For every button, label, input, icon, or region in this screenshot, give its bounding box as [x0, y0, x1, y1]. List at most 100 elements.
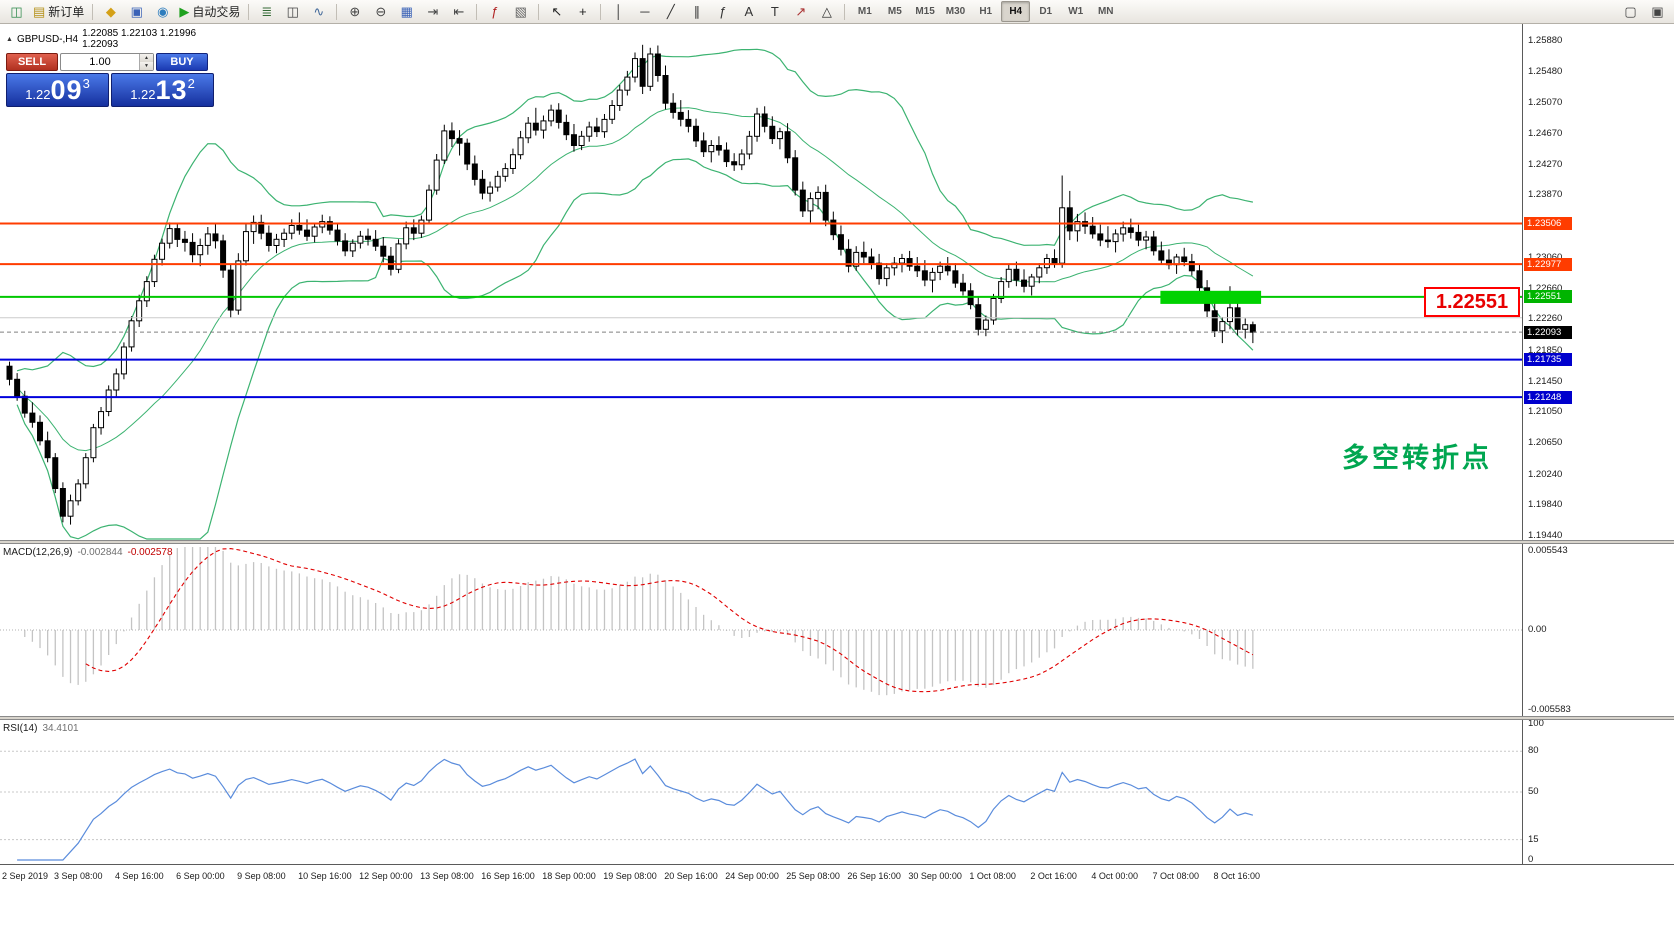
order-controls-row: SELL ▲ ▼ BUY: [6, 53, 216, 71]
price-tick-label: 1.25880: [1528, 34, 1563, 46]
trendline-button[interactable]: ╱: [658, 1, 683, 22]
timeframe-d1-button[interactable]: D1: [1039, 6, 1053, 17]
toolbar-separator: [538, 3, 540, 20]
hlines-layer[interactable]: [0, 222, 1522, 399]
buy-button[interactable]: BUY: [156, 53, 208, 71]
main-chart-panel[interactable]: [0, 24, 1522, 540]
toolbar-separator: [248, 3, 250, 20]
rsi-axis-label: 15: [1528, 833, 1539, 845]
macd-axis-label: -0.005583: [1528, 704, 1571, 715]
new-chart-button[interactable]: ◫: [4, 1, 29, 22]
bar-chart-button[interactable]: ≣: [254, 1, 279, 22]
autotrading-button[interactable]: ▶ 自动交易: [176, 1, 243, 22]
auto-scroll-button[interactable]: ⇥: [420, 1, 445, 22]
macd-main-value: -0.002844: [77, 547, 123, 558]
volume-input[interactable]: [61, 55, 139, 69]
price-chart[interactable]: [0, 24, 1522, 540]
time-axis-label: 19 Sep 08:00: [603, 871, 657, 881]
macd-label: MACD(12,26,9) -0.002844 -0.002578: [3, 547, 173, 558]
timeframe-h1-button[interactable]: H1: [979, 6, 993, 17]
ask-price-button[interactable]: 1.22 13 2: [111, 73, 214, 107]
price-tick-label: 1.20650: [1528, 437, 1563, 449]
window-restore-button[interactable]: ▢: [1624, 3, 1637, 19]
rsi-name: RSI(14): [3, 723, 38, 734]
time-axis-label: 13 Sep 08:00: [420, 871, 474, 881]
vertical-line-button[interactable]: │: [606, 1, 631, 22]
volume-down-icon[interactable]: ▼: [140, 62, 153, 70]
bid-price-button[interactable]: 1.22 09 3: [6, 73, 109, 107]
price-axis[interactable]: 1.25880 1.25480 1.25070 1.24670 1.24270 1.238…: [1522, 24, 1674, 865]
macd-panel[interactable]: [0, 544, 1522, 716]
rsi-panel[interactable]: [0, 720, 1522, 864]
text-icon: A: [744, 4, 754, 19]
text-button[interactable]: A: [736, 1, 761, 22]
tile-windows-button[interactable]: ▦: [394, 1, 419, 22]
time-axis-label: 16 Sep 16:00: [481, 871, 535, 881]
candle-chart-icon: ◫: [286, 3, 299, 19]
templates-icon: ▧: [514, 3, 527, 19]
new-order-icon: ▤: [33, 3, 46, 19]
horizontal-line-button[interactable]: ─: [632, 1, 657, 22]
candlestick-chart-icon: ◫: [10, 3, 23, 19]
sell-button[interactable]: SELL: [6, 53, 58, 71]
channel-icon: ∥: [693, 3, 701, 19]
arrows-button[interactable]: ↗: [788, 1, 813, 22]
crosshair-button[interactable]: +: [570, 1, 595, 22]
panel-separator[interactable]: [0, 540, 1674, 544]
panel-separator[interactable]: [0, 716, 1674, 720]
toolbar-separator: [844, 3, 846, 20]
window-list-button[interactable]: ▣: [1651, 3, 1664, 19]
timeframe-w1-button[interactable]: W1: [1068, 6, 1084, 17]
collapse-quote-arrow-icon[interactable]: ▲: [6, 35, 13, 43]
cursor-button[interactable]: ↖: [544, 1, 569, 22]
channel-button[interactable]: ∥: [684, 1, 709, 22]
fibonacci-button[interactable]: ƒ: [710, 1, 735, 22]
market-watch-button[interactable]: ◆: [98, 1, 123, 22]
timeframe-m15-button[interactable]: M15: [915, 6, 935, 17]
timeframe-h4-button[interactable]: H4: [1001, 1, 1031, 22]
shapes-button[interactable]: △: [814, 1, 839, 22]
price-line-label: 1.23506: [1524, 216, 1572, 230]
price-tick-label: 1.21450: [1528, 375, 1563, 387]
data-window-button[interactable]: ▣: [124, 1, 149, 22]
zoom-in-button[interactable]: ⊕: [342, 1, 367, 22]
price-callout-box[interactable]: 1.22551: [1424, 287, 1520, 317]
label-icon: T: [770, 4, 779, 19]
indicators-button[interactable]: ƒ: [482, 1, 507, 22]
chart-symbol-title: GBPUSD-,H4: [16, 33, 79, 45]
crosshair-icon: +: [579, 4, 587, 19]
new-order-button[interactable]: ▤ 新订单: [30, 1, 87, 22]
one-click-trading-panel: ▲ GBPUSD-,H4 1.22085 1.22103 1.21996 1.2…: [6, 28, 216, 107]
timeframe-m30-button[interactable]: M30: [945, 6, 966, 17]
turning-point-annotation[interactable]: 多空转折点: [1342, 443, 1492, 473]
chart-shift-button[interactable]: ⇤: [446, 1, 471, 22]
ask-pipette: 2: [187, 76, 195, 91]
horizontal-line-icon: ─: [640, 4, 650, 19]
macd-axis-label: 0.005543: [1528, 544, 1568, 556]
rsi-value: 34.4101: [42, 723, 79, 734]
cursor-icon: ↖: [551, 3, 563, 19]
line-chart-button[interactable]: ∿: [306, 1, 331, 22]
chart-shift-icon: ⇤: [453, 3, 465, 19]
highlight-rect-object[interactable]: [1160, 290, 1262, 304]
label-button[interactable]: T: [762, 1, 787, 22]
price-tick-label: 1.22260: [1528, 313, 1563, 325]
templates-button[interactable]: ▧: [508, 1, 533, 22]
time-axis[interactable]: 2 Sep 2019 3 Sep 08:00 4 Sep 16:00 6 Sep 00…: [0, 864, 1674, 948]
volume-spinner: ▲ ▼: [139, 54, 153, 70]
time-axis-label: 7 Oct 08:00: [1152, 871, 1199, 881]
macd-chart: [0, 547, 1522, 696]
timeframe-m1-button[interactable]: M1: [857, 6, 872, 17]
zoom-out-button[interactable]: ⊖: [368, 1, 393, 22]
toolbar: ◫ ▤ 新订单 ◆ ▣ ◉ ▶ 自动交易 ≣ ◫ ∿ ⊕ ⊖ ▦ ⇥ ⇤ ƒ ▧ ↖ + │ ─ ╱ ∥ ƒ A T ↗ △ M1 M5 M1…: [0, 0, 1674, 24]
timeframe-mn-button[interactable]: MN: [1097, 6, 1114, 17]
navigator-button[interactable]: ◉: [150, 1, 175, 22]
macd-axis-label: 0.00: [1528, 624, 1547, 635]
candle-chart-button[interactable]: ◫: [280, 1, 305, 22]
volume-up-icon[interactable]: ▲: [140, 54, 153, 62]
time-axis-label: 9 Sep 08:00: [237, 871, 286, 881]
bid-ask-row: 1.22 09 3 1.22 13 2: [6, 73, 216, 107]
price-tick-label: 1.21850: [1528, 344, 1563, 356]
vertical-line-icon: │: [614, 4, 623, 19]
timeframe-m5-button[interactable]: M5: [887, 6, 902, 17]
